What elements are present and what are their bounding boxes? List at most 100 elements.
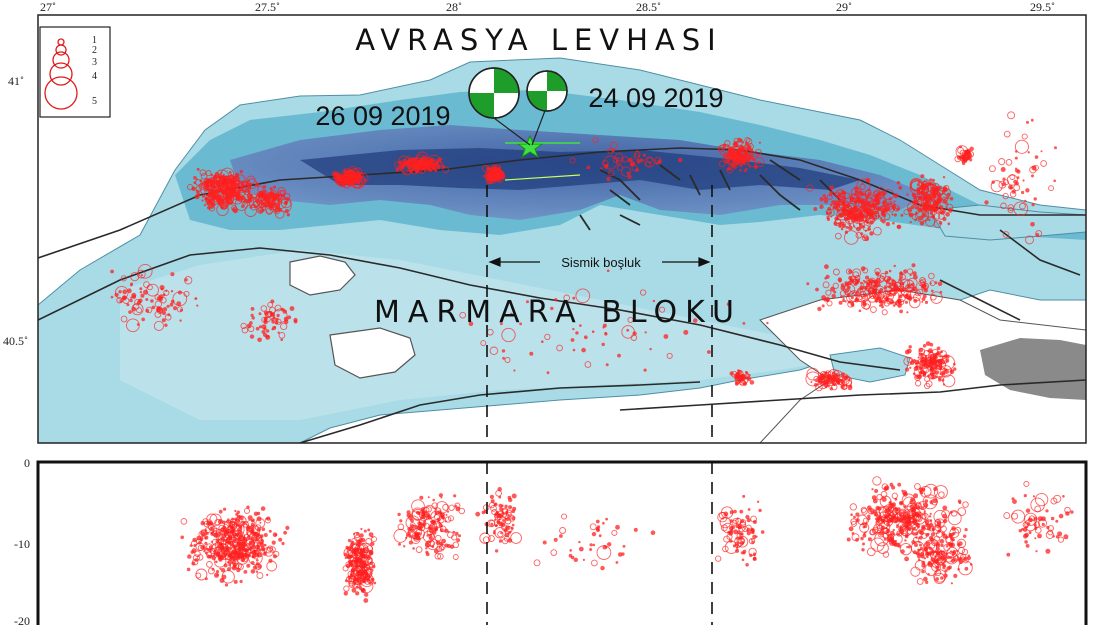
seismic-event (736, 373, 741, 378)
seismic-event (910, 178, 923, 191)
seismic-event (1023, 494, 1027, 498)
seismic-event (871, 285, 886, 300)
seismic-event (413, 165, 418, 170)
seismic-event (169, 302, 174, 307)
seismic-event (206, 543, 213, 551)
seismic-event (604, 331, 607, 335)
seismic-event (207, 201, 211, 206)
seismic-event (225, 525, 234, 534)
seismic-event (884, 485, 890, 491)
seismic-event (481, 510, 486, 515)
seismic-event (605, 517, 608, 521)
seismic-event (887, 276, 892, 281)
seismic-event (276, 193, 281, 198)
seismic-event (211, 567, 215, 571)
seismic-event (244, 548, 249, 553)
seismic-event (131, 292, 137, 298)
seismic-event (1011, 497, 1015, 501)
seismic-event (597, 525, 601, 529)
seismic-event (268, 529, 272, 533)
seismic-event (220, 167, 235, 182)
seismic-event (601, 342, 605, 347)
seismic-event (440, 496, 443, 499)
seismic-event (751, 540, 755, 544)
seismic-event (727, 159, 735, 166)
seismic-event (366, 578, 371, 583)
seismic-event (260, 506, 266, 511)
seismic-event (206, 554, 211, 559)
seismic-event (415, 546, 423, 553)
seismic-event (892, 221, 895, 225)
seismic-event (410, 524, 415, 528)
seismic-event (921, 524, 926, 530)
seismic-event (733, 529, 739, 535)
seismic-event (276, 313, 280, 318)
seismic-event (139, 287, 143, 291)
seismic-event (723, 147, 730, 155)
seismic-event (617, 353, 621, 358)
seismic-event (663, 334, 669, 339)
seismic-event (998, 158, 1006, 166)
seismic-event (358, 561, 361, 565)
seismic-event (924, 300, 929, 304)
seismic-event (991, 180, 995, 184)
lon-tick-27: 27˚ (40, 0, 56, 14)
seismic-event (239, 169, 243, 174)
seismic-event (283, 316, 289, 322)
seismic-event (180, 518, 188, 525)
seismic-event (237, 180, 245, 188)
seismic-event (845, 268, 852, 275)
seismic-event (286, 213, 290, 217)
seismic-event (416, 163, 420, 167)
seismic-event (896, 207, 900, 211)
seismic-event (934, 553, 946, 566)
seismic-event (728, 163, 736, 171)
seismic-event (953, 367, 957, 371)
depth-tick-20: -20 (14, 614, 30, 625)
seismic-event (355, 561, 359, 565)
seismic-event (192, 537, 197, 543)
focal-connector-2 (531, 107, 547, 146)
seismic-event (1002, 177, 1006, 181)
seismic-event (950, 582, 954, 585)
seismic-event (504, 356, 511, 364)
seismic-event (569, 549, 572, 552)
seismic-event (184, 278, 188, 282)
seismic-event (581, 347, 586, 353)
seismic-event (501, 349, 506, 353)
seismic-event (511, 516, 516, 521)
seismic-event (437, 158, 442, 162)
seismic-event (941, 370, 946, 375)
seismic-event (909, 209, 912, 213)
seismic-event (916, 183, 920, 187)
lon-tick-29: 29˚ (836, 0, 852, 14)
seismic-event (336, 176, 339, 179)
seismic-event (238, 524, 242, 529)
seismic-event (140, 293, 145, 298)
seismic-event (258, 312, 262, 316)
lon-tick-27-5: 27.5˚ (255, 0, 280, 14)
seismic-event (909, 500, 913, 505)
seismic-event (846, 537, 851, 542)
seismic-event (223, 507, 227, 511)
seismic-event (936, 351, 941, 356)
seismic-event (227, 567, 231, 572)
seismic-event (342, 175, 346, 179)
seismic-event (346, 550, 349, 554)
seismic-event (824, 199, 828, 204)
seismic-event (855, 232, 863, 239)
seismic-event (882, 551, 890, 558)
focal-mechanism-2609 (468, 67, 520, 119)
seismic-event (910, 566, 921, 577)
seismic-event (250, 193, 258, 200)
seismic-event (419, 495, 424, 500)
seismic-event (344, 557, 347, 560)
seismic-event (356, 539, 361, 544)
seismic-event (200, 172, 208, 180)
seismic-event (943, 564, 947, 568)
seismic-event (881, 497, 887, 502)
seismic-event (441, 164, 445, 169)
seismic-event (845, 226, 849, 229)
magnitude-legend: 1 2 3 4 5 (39, 26, 111, 118)
seismic-event (896, 532, 900, 536)
